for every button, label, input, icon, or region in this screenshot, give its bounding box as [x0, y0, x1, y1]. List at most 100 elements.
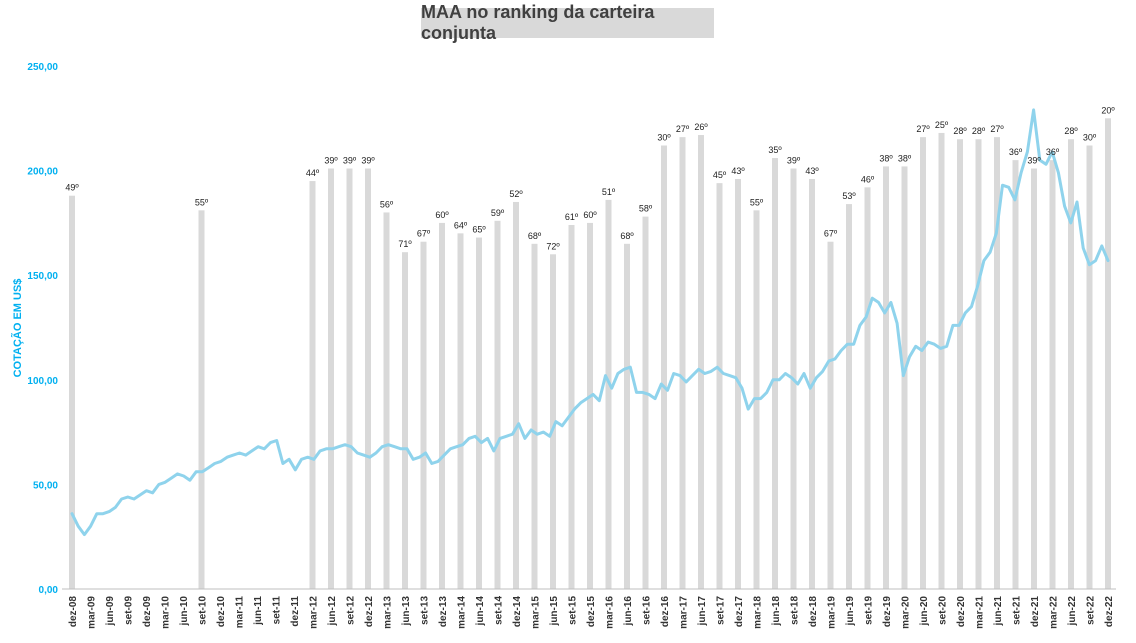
bar-mar-12 — [309, 181, 316, 589]
bar-label-set-15: 61º — [565, 212, 579, 222]
bar-dez-19 — [883, 166, 889, 589]
chart-title-box: MAA no ranking da carteira conjunta — [421, 2, 714, 43]
x-tick-label: mar-09 — [87, 596, 98, 629]
bar-label-jun-17: 26º — [694, 122, 708, 132]
x-tick-label: jun-16 — [623, 596, 634, 627]
bar-label-jun-12: 39º — [324, 156, 338, 166]
axes-layer: 0,00 50,00 100,00 150,00 200,00 250,00 dez-08 m… — [27, 62, 1116, 629]
bar-label-set-13: 67º — [417, 229, 431, 239]
bar-label-jun-19: 53º — [842, 191, 856, 201]
bar-label-dez-18: 43º — [805, 166, 819, 176]
price-line — [70, 108, 1110, 537]
bar-mar-17 — [679, 137, 686, 590]
bar-jun-15 — [550, 254, 556, 589]
x-tick-label: jun-15 — [549, 596, 560, 627]
bar-jun-21 — [994, 137, 1000, 590]
bar-jun-19 — [846, 204, 852, 589]
x-tick-label: mar-19 — [827, 596, 838, 629]
bar-set-12 — [346, 168, 353, 589]
bar-mar-21 — [975, 139, 982, 589]
bar-label-jun-21: 27º — [990, 124, 1004, 134]
x-tick-label: dez-10 — [216, 596, 227, 628]
x-tick-label: mar-11 — [235, 596, 246, 629]
bar-label-mar-16: 51º — [602, 187, 616, 197]
x-tick-label: dez-19 — [882, 596, 893, 628]
bar-label-jun-22: 28º — [1064, 126, 1078, 136]
x-tick-label: mar-17 — [679, 596, 690, 629]
bar-set-22 — [1086, 145, 1093, 589]
x-tick-label: dez-17 — [734, 596, 745, 628]
bar-label-set-19: 46º — [861, 174, 875, 184]
bar-jun-20 — [920, 137, 926, 590]
bar-label-jun-18: 35º — [768, 145, 782, 155]
bar-jun-17 — [698, 135, 704, 589]
x-tick-label: dez-11 — [290, 596, 301, 627]
x-tick-label: mar-12 — [309, 596, 320, 629]
x-tick-label: set-15 — [568, 596, 579, 625]
x-tick-label: dez-20 — [956, 596, 967, 628]
x-tick-label: dez-12 — [364, 596, 375, 628]
bar-label-set-18: 39º — [787, 156, 801, 166]
x-tick-label: set-14 — [494, 596, 505, 625]
y-axis-label: COTAÇÃO EM US$ — [11, 279, 24, 378]
bar-label-mar-14: 64º — [454, 220, 468, 230]
bar-label-jun-13: 71º — [398, 239, 412, 249]
x-tick-label: mar-13 — [383, 596, 394, 629]
x-tick-label: dez-16 — [660, 596, 671, 628]
y-tick-label: 50,00 — [33, 480, 58, 491]
bar-set-10 — [198, 210, 205, 589]
x-tick-label: jun-21 — [993, 596, 1004, 627]
x-tick-label: mar-16 — [605, 596, 616, 629]
bar-set-15 — [568, 224, 575, 589]
bar-label-dez-15: 60º — [583, 210, 597, 220]
bar-label-set-14: 59º — [491, 208, 505, 218]
x-tick-label: jun-11 — [253, 596, 264, 626]
x-tick-label: set-22 — [1086, 596, 1097, 625]
x-tick-label: jun-20 — [919, 596, 930, 627]
bar-mar-20 — [901, 166, 908, 589]
bar-jun-22 — [1068, 139, 1074, 589]
x-tick-label: dez-22 — [1104, 596, 1115, 628]
bar-label-dez-20: 28º — [953, 126, 967, 136]
bar-mar-14 — [457, 233, 464, 590]
bar-dez-15 — [587, 222, 593, 589]
x-tick-label: jun-09 — [105, 596, 116, 627]
bar-label-mar-13: 56º — [380, 199, 394, 209]
x-tick-label: jun-19 — [845, 596, 856, 627]
bar-label-set-22: 30º — [1083, 132, 1097, 142]
x-tick-label: set-12 — [346, 596, 357, 625]
bar-mar-16 — [605, 199, 612, 589]
bar-jun-18 — [772, 158, 778, 589]
bar-label-dez-13: 60º — [435, 210, 449, 220]
x-tick-label: set-19 — [864, 596, 875, 625]
y-tick-label: 0,00 — [39, 585, 59, 596]
x-tick-label: jun-12 — [327, 596, 338, 627]
bar-label-set-17: 45º — [713, 170, 727, 180]
bar-mar-15 — [531, 243, 538, 589]
line-layer — [70, 108, 1110, 537]
x-tick-label: mar-10 — [161, 596, 172, 629]
x-tick-label: jun-18 — [771, 596, 782, 627]
x-tick-label: dez-08 — [68, 596, 79, 628]
bar-label-set-20: 25º — [935, 120, 949, 130]
x-tick-label: set-09 — [124, 596, 135, 625]
x-tick-label: jun-13 — [401, 596, 412, 627]
bar-label-set-16: 58º — [639, 204, 653, 214]
x-tick-label: mar-21 — [975, 596, 986, 629]
x-tick-label: jun-17 — [697, 596, 708, 627]
bar-set-20 — [938, 132, 945, 589]
bar-mar-22 — [1049, 160, 1056, 589]
bar-jun-14 — [476, 237, 482, 589]
bar-dez-20 — [957, 139, 963, 589]
bar-dez-16 — [661, 145, 667, 589]
bar-label-dez-08: 49º — [65, 183, 79, 193]
bar-label-set-12: 39º — [343, 156, 357, 166]
bar-label-mar-18: 55º — [750, 197, 764, 207]
x-tick-label: dez-09 — [142, 596, 153, 628]
bar-dez-14 — [513, 201, 519, 590]
bar-label-jun-16: 68º — [620, 231, 634, 241]
bar-label-mar-15: 68º — [528, 231, 542, 241]
x-tick-label: dez-14 — [512, 596, 523, 628]
y-tick-label: 150,00 — [27, 271, 58, 282]
